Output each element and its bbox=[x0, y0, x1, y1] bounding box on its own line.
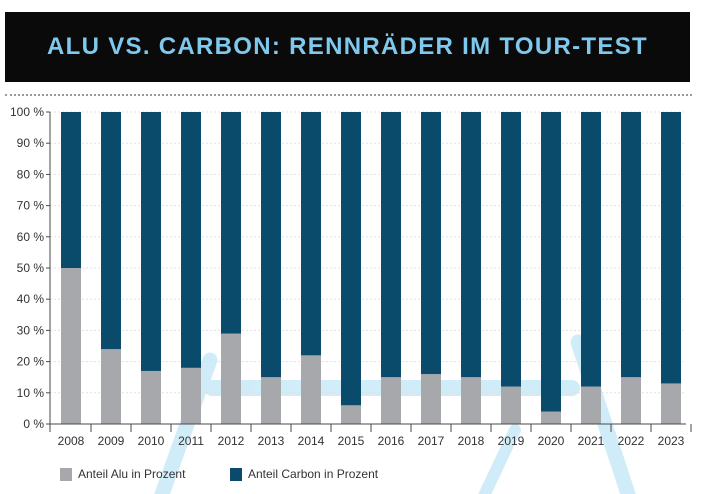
x-tick-label-2010: 2010 bbox=[138, 434, 165, 448]
y-tick-label-0: 0 % bbox=[23, 417, 44, 431]
legend-label-alu: Anteil Alu in Prozent bbox=[78, 467, 186, 481]
bar-carbon-2008 bbox=[61, 112, 81, 268]
bar-carbon-2017 bbox=[421, 112, 441, 375]
legend-item-carbon: Anteil Carbon in Prozent bbox=[230, 467, 378, 481]
bars bbox=[61, 112, 681, 424]
bar-carbon-2020 bbox=[541, 112, 561, 412]
x-tick-label-2015: 2015 bbox=[338, 434, 365, 448]
x-tick-label-2021: 2021 bbox=[578, 434, 605, 448]
bar-alu-2016 bbox=[381, 377, 401, 424]
y-tick-label-60: 60 % bbox=[17, 230, 45, 244]
bar-carbon-2010 bbox=[141, 112, 161, 371]
bar-carbon-2009 bbox=[101, 112, 121, 350]
x-tick-label-2022: 2022 bbox=[618, 434, 645, 448]
x-tick-label-2012: 2012 bbox=[218, 434, 245, 448]
y-axis: 0 % 10 % 20 % 30 % 40 % 50 % 60 % 70 % 80 % 90 % 1… bbox=[10, 105, 50, 431]
x-axis: 2008 2009 2010 2011 2012 2013 2014 2015 2016 2017… bbox=[58, 424, 692, 448]
bar-alu-2015 bbox=[341, 405, 361, 424]
bar-alu-2017 bbox=[421, 374, 441, 424]
bar-alu-2019 bbox=[501, 386, 521, 424]
x-tick-label-2016: 2016 bbox=[378, 434, 405, 448]
bar-alu-2012 bbox=[221, 333, 241, 424]
bar-carbon-2016 bbox=[381, 112, 401, 378]
chart-title: ALU VS. CARBON: RENNRÄDER IM TOUR-TEST bbox=[47, 33, 648, 60]
bar-alu-2008 bbox=[61, 268, 81, 424]
bar-carbon-2018 bbox=[461, 112, 481, 378]
bar-alu-2022 bbox=[621, 377, 641, 424]
bike-watermark-down-tube bbox=[154, 352, 218, 494]
y-tick-label-100: 100 % bbox=[10, 105, 44, 119]
x-tick-label-2013: 2013 bbox=[258, 434, 285, 448]
bar-carbon-2019 bbox=[501, 112, 521, 387]
x-tick-label-2023: 2023 bbox=[658, 434, 685, 448]
bar-carbon-2013 bbox=[261, 112, 281, 378]
axes bbox=[49, 112, 686, 432]
legend-item-alu: Anteil Alu in Prozent bbox=[60, 467, 185, 481]
bar-carbon-2014 bbox=[301, 112, 321, 356]
bar-alu-2020 bbox=[541, 411, 561, 424]
bar-alu-2009 bbox=[101, 349, 121, 424]
bar-carbon-2011 bbox=[181, 112, 201, 368]
bar-alu-2018 bbox=[461, 377, 481, 424]
legend: Anteil Alu in Prozent Anteil Carbon in P… bbox=[60, 467, 460, 483]
bar-alu-2013 bbox=[261, 377, 281, 424]
bar-carbon-2012 bbox=[221, 112, 241, 334]
y-tick-label-20: 20 % bbox=[17, 355, 45, 369]
y-tick-label-50: 50 % bbox=[17, 261, 45, 275]
bike-watermark-fork bbox=[478, 424, 521, 494]
dotted-separator bbox=[5, 94, 692, 96]
bar-carbon-2021 bbox=[581, 112, 601, 387]
y-tick-label-80: 80 % bbox=[17, 167, 45, 181]
x-tick-label-2020: 2020 bbox=[538, 434, 565, 448]
bar-alu-2023 bbox=[661, 383, 681, 424]
y-tick-label-70: 70 % bbox=[17, 199, 45, 213]
bar-carbon-2023 bbox=[661, 112, 681, 384]
x-tick-label-2019: 2019 bbox=[498, 434, 525, 448]
x-tick-label-2017: 2017 bbox=[418, 434, 445, 448]
bar-alu-2021 bbox=[581, 386, 601, 424]
bar-alu-2010 bbox=[141, 370, 161, 424]
x-tick-label-2011: 2011 bbox=[178, 434, 204, 448]
y-tick-label-90: 90 % bbox=[17, 136, 45, 150]
legend-label-carbon: Anteil Carbon in Prozent bbox=[248, 467, 379, 481]
x-tick-label-2014: 2014 bbox=[298, 434, 325, 448]
y-tick-label-40: 40 % bbox=[17, 292, 45, 306]
x-tick-label-2008: 2008 bbox=[58, 434, 85, 448]
bar-alu-2014 bbox=[301, 355, 321, 424]
bar-carbon-2015 bbox=[341, 112, 361, 406]
x-tick-label-2009: 2009 bbox=[98, 434, 125, 448]
title-banner: ALU VS. CARBON: RENNRÄDER IM TOUR-TEST bbox=[5, 12, 690, 82]
bar-alu-2011 bbox=[181, 367, 201, 424]
x-tick-label-2018: 2018 bbox=[458, 434, 485, 448]
bar-carbon-2022 bbox=[621, 112, 641, 378]
legend-swatch-carbon bbox=[230, 467, 242, 481]
y-tick-label-10: 10 % bbox=[17, 386, 45, 400]
legend-swatch-alu bbox=[60, 467, 72, 481]
y-tick-label-30: 30 % bbox=[17, 323, 45, 337]
